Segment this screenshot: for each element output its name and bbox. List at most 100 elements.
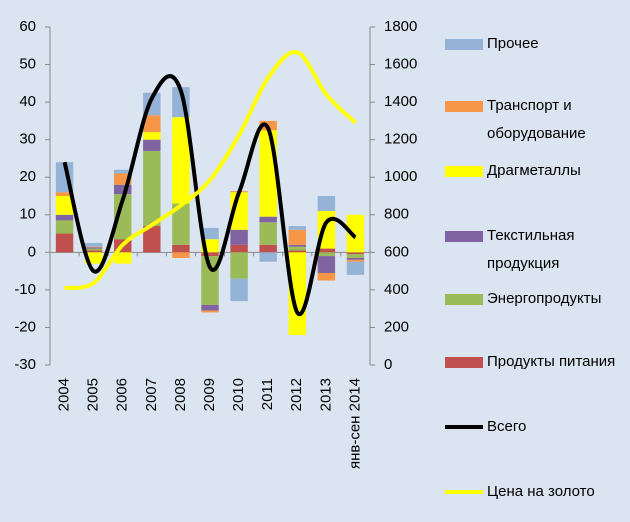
bar (143, 139, 161, 151)
bar (346, 214, 365, 253)
bar (346, 261, 365, 275)
bar (114, 173, 132, 185)
bar (230, 244, 248, 253)
y-tick-label: 50 (19, 56, 36, 73)
legend-swatch (445, 231, 483, 242)
bar (84, 252, 103, 264)
legend-item: Текстильная продукция (445, 222, 630, 278)
y-tick-label: 30 (19, 131, 36, 148)
y2-tick-label: 200 (384, 318, 409, 335)
legend-item: Прочее (445, 30, 630, 58)
bar (288, 246, 306, 251)
y-tick-label: -20 (14, 318, 36, 335)
y2-tick-label: 600 (384, 243, 409, 260)
legend-item: Цена на золото (445, 478, 630, 506)
x-tick-label: 2006 (114, 378, 131, 411)
line (62, 74, 357, 317)
y2-tick-label: 1600 (384, 56, 417, 73)
x-tick-label: 2011 (259, 378, 276, 410)
y-tick-label: -30 (14, 356, 36, 373)
bar (84, 247, 103, 249)
legend-swatch (445, 166, 483, 177)
legend-item: Всего (445, 413, 630, 441)
legend-label: Энергопродукты (487, 290, 602, 307)
bar (172, 244, 190, 253)
y2-tick-label: 1000 (384, 168, 417, 185)
bar (230, 278, 248, 302)
bar (317, 252, 336, 257)
legend-item: Транспорт и оборудование (445, 92, 630, 148)
bar (288, 244, 306, 247)
y2-tick-label: 400 (384, 281, 409, 298)
bar (172, 203, 190, 245)
x-tick-label: 2013 (317, 378, 334, 411)
bar (259, 244, 277, 253)
bar (55, 196, 74, 215)
legend-label: Прочее (487, 35, 539, 52)
y-tick-label: 0 (28, 243, 36, 260)
x-tick-label: янв-сен 2014 (346, 378, 363, 469)
legend-label: Продукты питания (487, 353, 616, 370)
legend-swatch (445, 425, 483, 429)
bar (55, 233, 74, 253)
bar (259, 216, 277, 223)
bar (230, 229, 248, 245)
bar (84, 246, 103, 248)
legend-swatch (445, 357, 483, 368)
x-tick-label: 2012 (288, 378, 305, 411)
bar (346, 257, 365, 260)
bar (201, 304, 219, 311)
y-tick-label: 40 (19, 93, 36, 110)
legend-label: Драгметаллы (487, 162, 581, 179)
bar (114, 169, 132, 174)
bar (114, 184, 132, 195)
bar (114, 252, 132, 264)
legend-label: Текстильная продукция (487, 227, 575, 272)
bar (143, 226, 161, 253)
bar (317, 196, 336, 212)
legend-item: Продукты питания (445, 348, 630, 376)
bar (201, 227, 219, 240)
x-tick-label: 2009 (201, 378, 218, 411)
bar (201, 252, 219, 257)
bar (84, 242, 103, 247)
bar (288, 226, 306, 230)
y-tick-label: -10 (14, 281, 36, 298)
y-tick-label: 60 (19, 18, 36, 35)
legend-label: Всего (487, 418, 527, 435)
bar (230, 252, 248, 279)
legend-item: Энергопродукты (445, 285, 630, 313)
x-tick-label: 2004 (56, 378, 73, 411)
bar (143, 150, 161, 227)
y-tick-label: 20 (19, 168, 36, 185)
bar (84, 248, 103, 251)
y2-tick-label: 1800 (384, 18, 417, 35)
bar (288, 250, 306, 253)
bar (143, 132, 161, 140)
bar (55, 192, 74, 196)
bar (55, 220, 74, 234)
bar (143, 115, 161, 133)
bar (346, 259, 365, 262)
x-tick-label: 2007 (143, 378, 160, 411)
bar (317, 272, 336, 281)
line (64, 50, 357, 291)
y2-tick-label: 0 (384, 356, 392, 373)
bar (114, 194, 132, 240)
bar (84, 250, 103, 253)
y-tick-label: 10 (19, 206, 36, 223)
y2-tick-label: 1400 (384, 93, 417, 110)
x-tick-label: 2005 (85, 378, 102, 411)
bar (288, 229, 306, 245)
x-tick-label: 2008 (172, 378, 189, 411)
bar (172, 117, 190, 204)
bar (201, 310, 219, 313)
bar (259, 222, 277, 245)
legend-swatch (445, 294, 483, 305)
bar (317, 256, 336, 273)
bar (259, 252, 277, 262)
bar (346, 254, 365, 258)
legend-swatch (445, 39, 483, 50)
legend-label: Цена на золото (487, 483, 595, 500)
